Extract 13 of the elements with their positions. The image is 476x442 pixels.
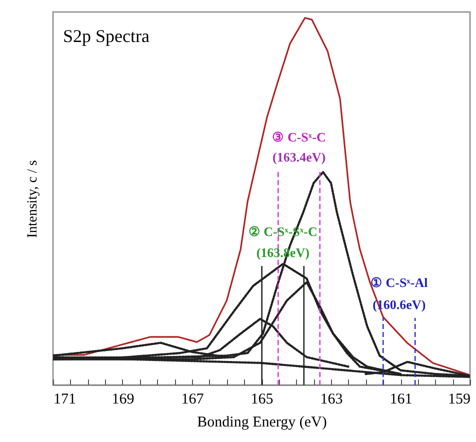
annotation: ③ C-Sˣ-C (272, 129, 326, 144)
x-tick-label: 171 (54, 392, 76, 408)
x-tick-label: 167 (181, 392, 204, 408)
x-tick-label: 165 (250, 392, 274, 408)
annotation: ① C-Sˣ-Al (370, 274, 428, 290)
x-tick-label: 161 (390, 392, 412, 408)
x-axis-title: Bonding Energy (eV) (197, 414, 327, 430)
x-tick-label: 163 (320, 392, 343, 408)
annotation: (163.4eV) (272, 149, 326, 164)
text: S2p Spectra (63, 26, 150, 46)
y-axis-title: Intensity, c / s (26, 160, 40, 238)
x-tick-label: 159 (448, 392, 470, 408)
x-tick-label: 169 (112, 392, 134, 408)
